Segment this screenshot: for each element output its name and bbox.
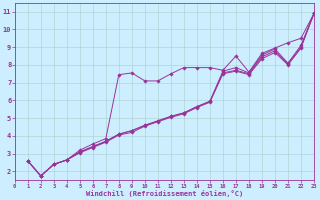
X-axis label: Windchill (Refroidissement éolien,°C): Windchill (Refroidissement éolien,°C) xyxy=(86,190,243,197)
